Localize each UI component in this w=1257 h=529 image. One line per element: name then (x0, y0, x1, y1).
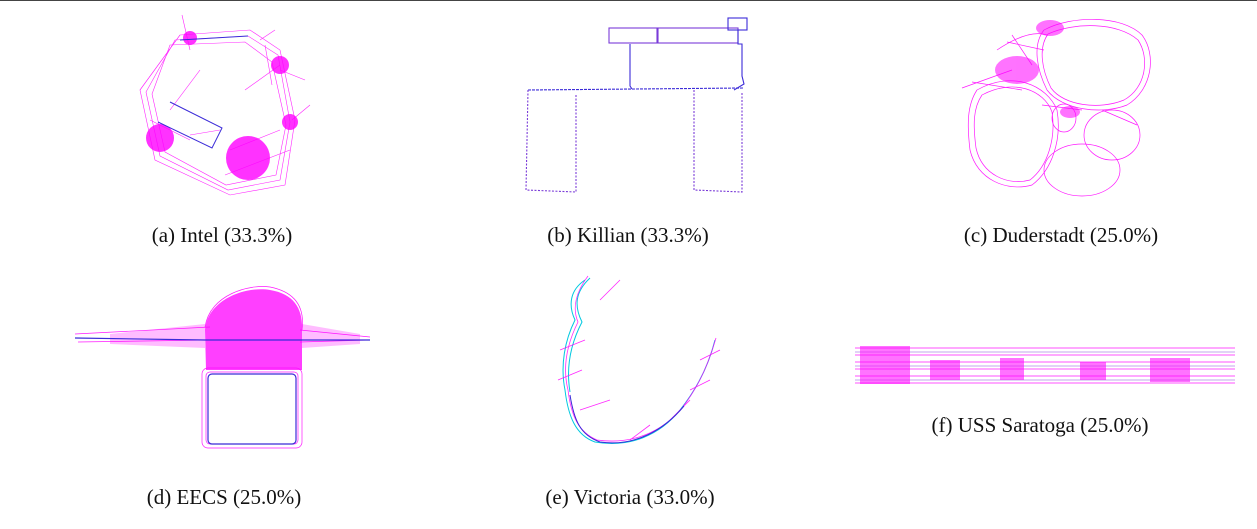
caption-victoria: (e) Victoria (33.0%) (545, 485, 715, 509)
figure-intel (130, 10, 320, 200)
figure-killian (520, 14, 760, 196)
top-rule (0, 0, 1257, 1)
caption-intel: (a) Intel (33.3%) (151, 223, 293, 247)
eecs-pose-graph (74, 286, 371, 449)
caption-uss-saratoga: (f) USS Saratoga (25.0%) (931, 413, 1149, 437)
duderstadt-pose-graph (961, 18, 1151, 197)
figure-eecs (70, 282, 378, 452)
figure-duderstadt (952, 10, 1167, 200)
intel-pose-graph (139, 14, 311, 196)
uss-saratoga-pose-graph (855, 346, 1235, 384)
figure-victoria (540, 270, 730, 470)
killian-pose-graph (525, 17, 748, 193)
victoria-pose-graph (557, 275, 721, 444)
caption-killian: (b) Killian (33.3%) (547, 223, 709, 247)
caption-duderstadt: (c) Duderstadt (25.0%) (963, 223, 1159, 247)
figure-uss-saratoga (850, 340, 1240, 390)
caption-eecs: (d) EECS (25.0%) (146, 485, 302, 509)
